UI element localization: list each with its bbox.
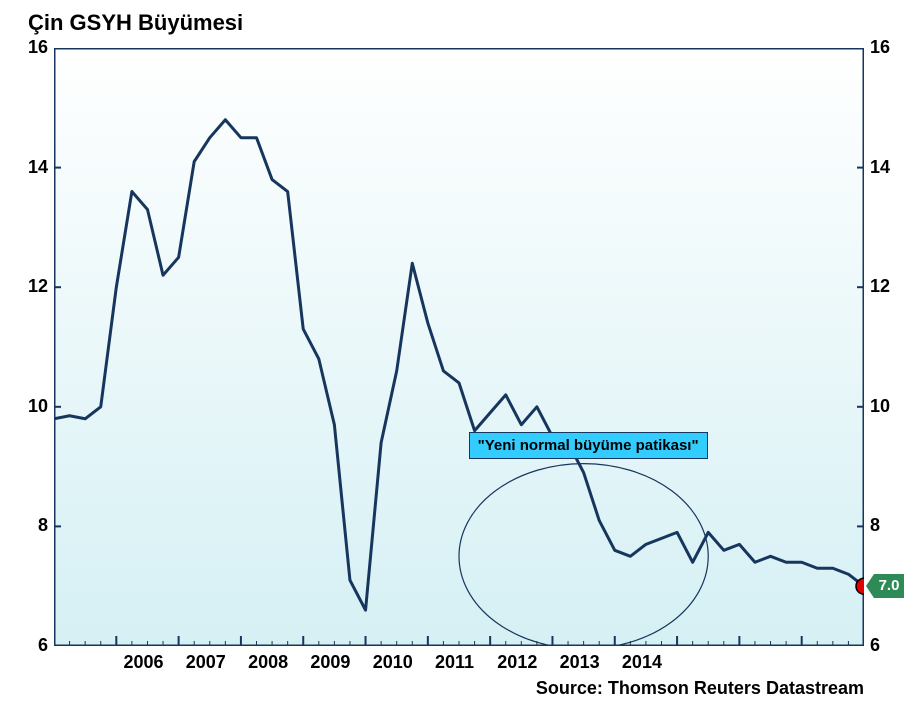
flag-text: 7.0 [874,574,904,598]
x-tick-year: 2006 [123,652,163,673]
x-tick-year: 2011 [435,652,474,673]
source-attribution: Source: Thomson Reuters Datastream [536,678,864,699]
y-tick-right: 8 [870,515,880,536]
y-tick-right: 12 [870,276,890,297]
y-tick-left: 12 [28,276,48,297]
chart-container: Çin GSYH Büyümesi Çeyreklik bazda yıllık… [0,0,924,710]
x-tick-year: 2009 [310,652,350,673]
y-tick-right: 16 [870,37,890,58]
x-tick-year: 2008 [248,652,288,673]
y-tick-left: 6 [38,635,48,656]
y-tick-left: 10 [28,396,48,417]
x-tick-year: 2014 [622,652,662,673]
plot-area [54,48,864,646]
y-tick-right: 10 [870,396,890,417]
annotation-callout-box: "Yeni normal büyüme patikası" [469,432,708,459]
last-value-flag: 7.0 [866,574,904,598]
chart-title: Çin GSYH Büyümesi [28,10,243,36]
x-tick-year: 2010 [373,652,413,673]
x-tick-year: 2012 [497,652,537,673]
x-tick-year: 2007 [186,652,226,673]
y-tick-left: 16 [28,37,48,58]
y-tick-right: 6 [870,635,880,656]
y-tick-right: 14 [870,157,890,178]
y-tick-left: 8 [38,515,48,536]
x-tick-year: 2013 [560,652,600,673]
y-tick-left: 14 [28,157,48,178]
